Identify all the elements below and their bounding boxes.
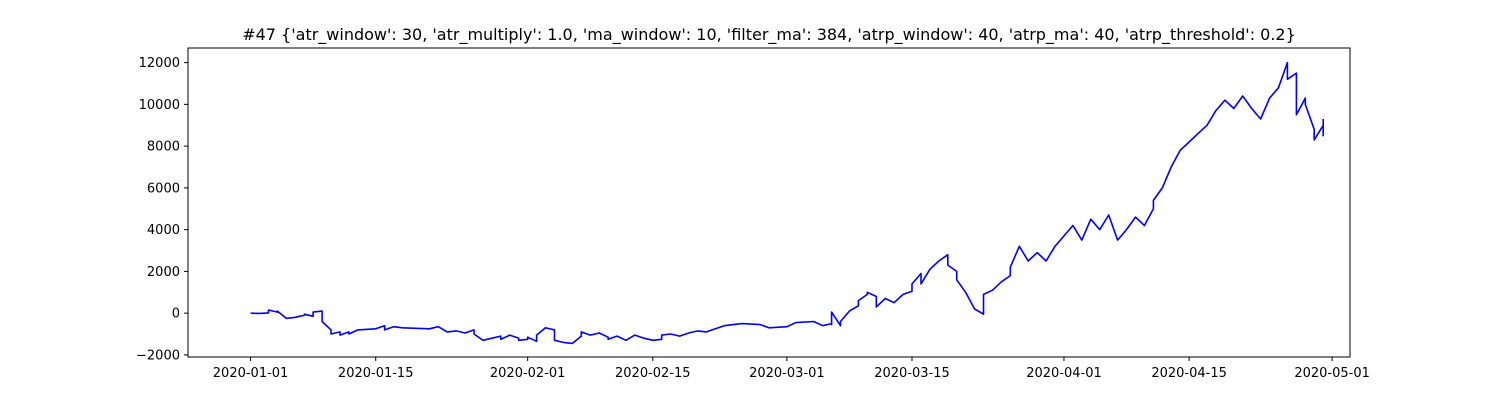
x-tick-label: 2020-03-15 bbox=[874, 366, 950, 381]
plot-frame bbox=[187, 47, 1351, 358]
x-tick-label: 2020-04-15 bbox=[1151, 366, 1227, 381]
y-tick-label: 6000 bbox=[147, 181, 180, 196]
y-tick-label: −2000 bbox=[136, 348, 180, 363]
series-line bbox=[250, 61, 1324, 345]
y-tick-label: 0 bbox=[172, 307, 180, 322]
y-axis: −2000 0 2000 4000 6000 8000 10000 12000 bbox=[136, 56, 188, 363]
y-tick-label: 4000 bbox=[147, 223, 180, 238]
y-tick-label: 12000 bbox=[139, 56, 180, 71]
y-tick-label: 10000 bbox=[139, 98, 180, 113]
x-tick-label: 2020-01-15 bbox=[338, 366, 414, 381]
x-tick-label: 2020-02-15 bbox=[615, 366, 691, 381]
x-tick-label: 2020-04-01 bbox=[1026, 366, 1102, 381]
y-tick-label: 8000 bbox=[147, 140, 180, 155]
x-tick-label: 2020-05-01 bbox=[1294, 366, 1370, 381]
x-tick-label: 2020-01-01 bbox=[213, 366, 289, 381]
series-layer bbox=[250, 61, 1324, 345]
x-axis: 2020-01-01 2020-01-15 2020-02-01 2020-02-15… bbox=[213, 357, 1370, 381]
x-tick-label: 2020-02-01 bbox=[490, 366, 566, 381]
y-tick-label: 2000 bbox=[147, 265, 180, 280]
chart-title: #47 {'atr_window': 30, 'atr_multiply': 1… bbox=[242, 25, 1296, 45]
x-tick-label: 2020-03-01 bbox=[749, 366, 825, 381]
plot-area bbox=[188, 48, 1350, 357]
